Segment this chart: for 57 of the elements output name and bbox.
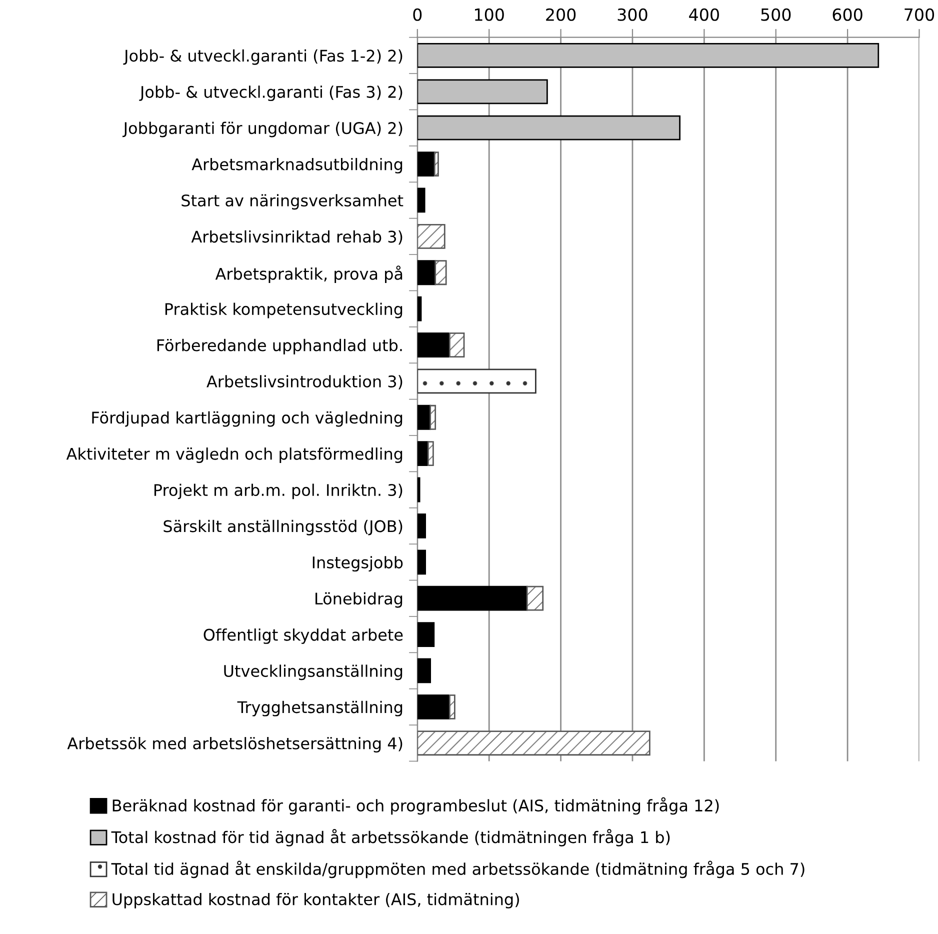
bar	[417, 368, 536, 394]
bar	[430, 404, 436, 430]
bar	[417, 79, 548, 104]
bar	[526, 586, 544, 611]
y-tick-label: Aktiviteter m vägledn och platsförmedling	[66, 448, 402, 463]
y-tick-label: Särskilt anställningsstöd (JOB)	[164, 520, 402, 536]
y-tick-label: Praktisk kompetensutveckling	[165, 302, 402, 318]
y-tick-label: Arbetslivsinriktad rehab 3)	[191, 230, 402, 245]
y-tick-label: Offentligt skyddat arbete	[204, 628, 403, 644]
y-tick-label: Utvecklingsanställning	[224, 664, 402, 680]
y-tick-label: Arbetspraktik, prova på	[215, 266, 402, 283]
legend-label: Beräknad kostnad för garanti- och programbeslut (AIS, tidmätning fråga 12)	[112, 797, 719, 815]
x-tick-label: 0	[413, 8, 422, 21]
bar	[417, 477, 420, 502]
legend-label: Total kostnad för tid ägnad åt arbetssökande (tidmätningen fråga 1 b)	[111, 829, 670, 846]
y-tick-label: Förberedande upphandlad utb.	[157, 338, 402, 354]
y-tick-label: Arbetssök med arbetslöshetsersättning 4)	[67, 737, 402, 753]
bar	[417, 296, 422, 322]
x-tick-label: 400	[689, 8, 719, 21]
bar	[417, 224, 446, 249]
bar	[434, 152, 439, 176]
bar	[448, 332, 465, 358]
bar	[417, 188, 426, 213]
bar	[434, 260, 447, 286]
x-tick-label: 600	[832, 8, 862, 21]
bar	[417, 115, 680, 140]
bar	[417, 622, 435, 647]
bar	[417, 586, 528, 611]
bar	[427, 441, 434, 466]
y-tick-label: Jobbgaranti för ungdomar (UGA) 2)	[122, 122, 402, 138]
x-tick-label: 700	[904, 8, 934, 21]
y-tick-label: Fördjupad kartläggning och vägledning	[92, 411, 402, 427]
y-tick-label: Jobb- & utveckl.garanti (Fas 1-2) 2)	[123, 49, 402, 65]
bar	[417, 152, 436, 176]
bar	[417, 514, 426, 538]
bar	[417, 43, 880, 68]
y-tick-label: Instegsjobb	[312, 556, 403, 572]
bar	[417, 332, 450, 358]
y-tick-label: Start av näringsverksamhet	[182, 194, 404, 210]
legend-label: Total tid ägnad åt enskilda/gruppmöten med arbetssökande (tidmätning fråga 5 och 7)	[111, 860, 804, 878]
x-tick-label: 100	[475, 8, 504, 21]
y-tick-label: Jobb- & utveckl.garanti (Fas 3) 2)	[139, 86, 402, 102]
bar	[448, 694, 456, 720]
y-tick-label: Lönebidrag	[316, 592, 402, 608]
bar	[417, 550, 426, 575]
x-tick-label: 500	[761, 8, 791, 21]
x-tick-label: 300	[618, 8, 648, 21]
bar	[417, 730, 650, 756]
y-tick-label: Trygghetsanställning	[237, 700, 402, 716]
bar	[417, 694, 450, 720]
y-tick-label: Arbetsmarknadsutbildning	[192, 158, 402, 174]
legend-label: Uppskattad kostnad för kontakter (AIS, tidmätning)	[112, 892, 519, 908]
y-tick-label: Arbetslivsintroduktion 3)	[206, 375, 402, 390]
bar	[417, 658, 432, 684]
x-tick-label: 200	[546, 8, 576, 21]
y-tick-label: Projekt m arb.m. pol. Inriktn. 3)	[154, 484, 402, 500]
bar	[417, 260, 436, 286]
